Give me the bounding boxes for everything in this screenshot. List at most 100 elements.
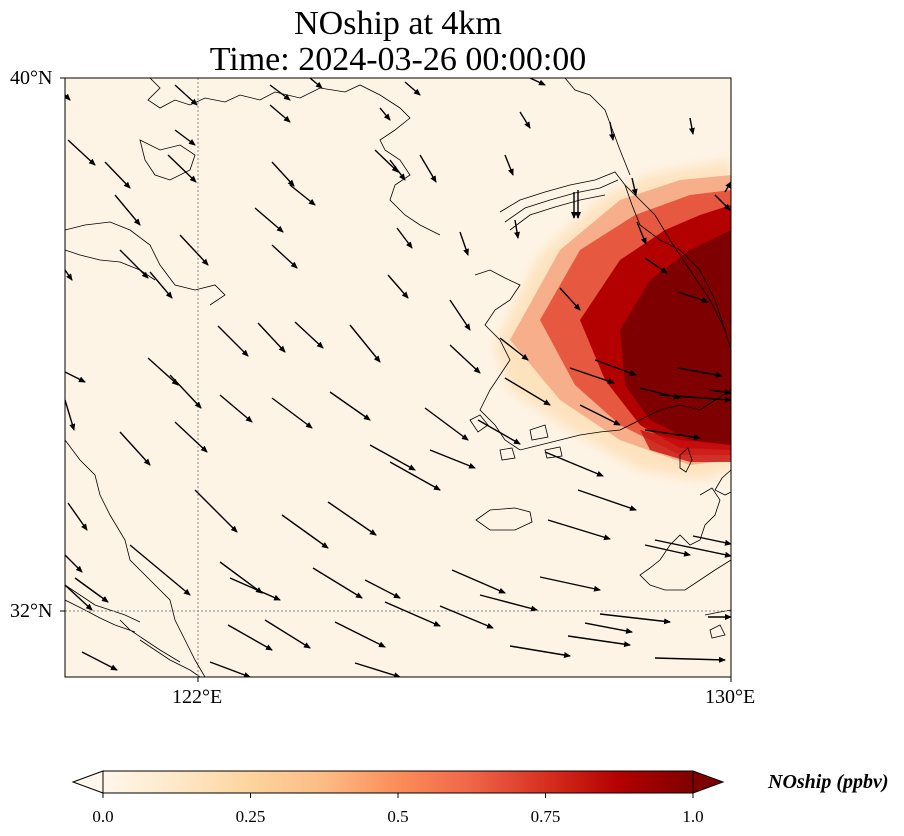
wind-vector-arrow (119, 249, 149, 279)
wind-vectors (65, 78, 731, 677)
wind-vector-arrow (396, 227, 413, 249)
wind-vector-arrow (514, 219, 520, 239)
wind-vector-arrow (644, 429, 701, 441)
wind-vector-arrow (594, 359, 637, 376)
wind-vector-arrow (677, 367, 723, 378)
wind-vector-arrow (569, 367, 615, 384)
wind-vector-arrow (174, 421, 208, 453)
wind-vector-arrow (529, 78, 546, 86)
lat-label-32: 32°N (10, 600, 53, 622)
wind-vector-arrow (631, 177, 638, 196)
wind-vector-arrow (271, 397, 313, 429)
wind-vector-arrow (644, 544, 691, 557)
wind-vector-arrow (636, 221, 647, 245)
wind-vector-arrow (579, 404, 621, 426)
colorbar-label: NOship (ppbv) (768, 771, 889, 793)
wind-vector-arrow (419, 154, 437, 183)
wind-vector-arrow (194, 489, 238, 533)
wind-vector-arrow (254, 207, 284, 233)
wind-vector-arrow (149, 271, 173, 299)
coastline-bohai-inner (139, 139, 196, 181)
wind-vector-arrow (499, 337, 529, 361)
coastlines (65, 78, 731, 677)
wind-vector-arrow (459, 231, 469, 256)
colorbar-tick-label: 0.25 (235, 807, 266, 826)
wind-vector-arrow (119, 431, 151, 466)
wind-vector-arrow (67, 502, 88, 531)
wind-vector-arrow (384, 601, 441, 627)
plume-tail (640, 430, 731, 462)
wind-vector-arrow (609, 121, 615, 141)
wind-vector-arrow (65, 93, 71, 101)
wind-vector-arrow (504, 377, 551, 406)
wind-vector-arrow (167, 154, 197, 183)
wind-vector-arrow (404, 81, 421, 96)
wind-vector-arrow (599, 613, 671, 625)
wind-vector-arrow (509, 645, 571, 658)
coastline-yangtze (65, 584, 181, 663)
wind-vector-arrow (269, 104, 291, 123)
wind-vector-arrow (567, 635, 631, 648)
coastline-tsushima (679, 447, 693, 473)
wind-vector-arrow (271, 161, 295, 187)
coastline-hangzhou (139, 639, 201, 677)
wind-vector-arrow (688, 117, 695, 135)
coastline-bohai-south (65, 221, 226, 306)
wind-vector-arrow (659, 394, 731, 403)
wind-vector-arrow (449, 344, 481, 374)
wind-vector-arrow (129, 544, 191, 596)
wind-vector-arrow (354, 662, 401, 677)
wind-vector-arrow (65, 371, 86, 383)
colorbar (71, 770, 725, 798)
wind-vector-arrow (677, 291, 709, 303)
wind-vector-arrow (389, 461, 441, 491)
coastline-korea-east (624, 184, 726, 331)
wind-vector-arrow (654, 539, 731, 558)
wind-vector-arrow (577, 489, 637, 511)
wind-vector-arrow (644, 257, 668, 274)
wind-vector-arrow (451, 569, 506, 594)
coastline-korea-west (499, 171, 731, 351)
wind-vector-arrow (312, 567, 363, 599)
wind-vector-arrow (714, 194, 731, 211)
coastline-china-east (65, 439, 206, 677)
wind-vector-arrow (709, 389, 731, 396)
wind-vector-arrow (504, 154, 514, 176)
wind-vector-arrow (269, 84, 291, 101)
wind-vector-arrow (547, 519, 611, 541)
wind-vector-arrow (439, 605, 494, 629)
wind-vector-arrow (271, 244, 298, 269)
wind-vector-arrow (147, 357, 179, 386)
colorbar-tick-label: 1.0 (682, 807, 704, 826)
wind-vector-arrow (544, 451, 604, 477)
wind-vector-arrow (369, 444, 416, 471)
wind-vector-arrow (477, 419, 521, 445)
wind-vector-arrow (217, 325, 249, 357)
wind-vector-arrow (692, 535, 731, 546)
wind-vector-arrow (209, 661, 251, 677)
wind-vector-arrow (174, 129, 196, 146)
wind-vector-arrow (169, 374, 202, 409)
wind-vector-arrow (229, 577, 281, 601)
wind-vector-arrow (724, 181, 731, 193)
coastline-korea-west-inner (504, 179, 619, 223)
wind-vector-arrow (257, 322, 286, 353)
wind-vector-arrow (179, 234, 209, 266)
colorbar-extend-min (71, 770, 104, 794)
lat-label-40: 40°N (10, 67, 53, 89)
coastline-japan-sw (704, 469, 731, 639)
wind-vector-arrow (519, 111, 531, 129)
colorbar-tick-label: 0.5 (387, 807, 409, 826)
colorbar-tick-label: 0.0 (92, 807, 114, 826)
wind-vector-arrow (114, 194, 141, 226)
wind-vector-arrow (364, 579, 401, 599)
wind-vector-arrow (584, 622, 633, 634)
wind-vector-arrow (309, 78, 323, 89)
wind-vector-arrow (327, 501, 377, 536)
map-frame (64, 77, 732, 678)
wind-vector-arrow (81, 651, 118, 671)
colorbar-tick-label: 0.75 (530, 807, 561, 826)
map-title-line1: NOship at 4km (294, 5, 502, 42)
wind-vector-arrow (379, 107, 391, 121)
